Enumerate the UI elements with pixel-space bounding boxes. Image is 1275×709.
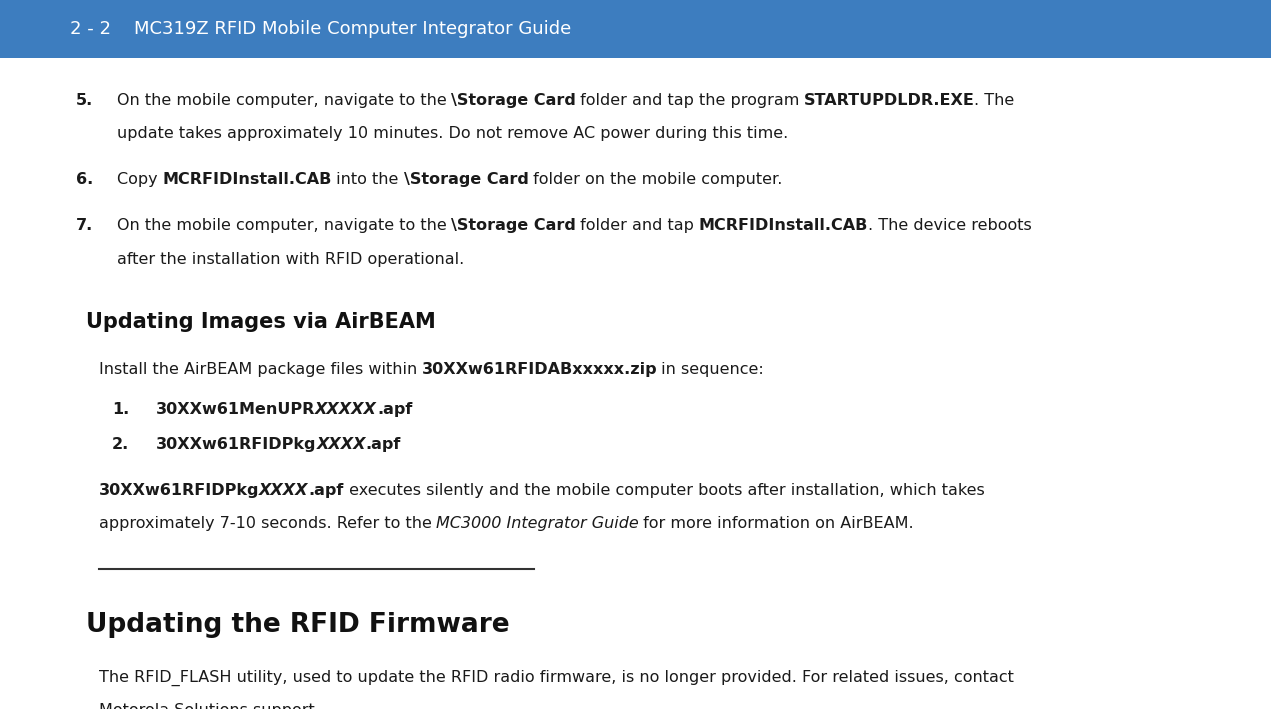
Text: The RFID_FLASH utility, used to update the RFID radio firmware, is no longer pro: The RFID_FLASH utility, used to update t… — [99, 670, 1014, 686]
Text: executes silently and the mobile computer boots after installation, which takes: executes silently and the mobile compute… — [344, 483, 984, 498]
Text: folder on the mobile computer.: folder on the mobile computer. — [528, 172, 783, 187]
Text: Motorola Solutions support.: Motorola Solutions support. — [99, 703, 320, 709]
Text: . The: . The — [974, 93, 1015, 108]
Text: \Storage Card: \Storage Card — [451, 93, 576, 108]
Text: MCRFIDInstall.CAB: MCRFIDInstall.CAB — [699, 218, 868, 233]
Text: for more information on AirBEAM.: for more information on AirBEAM. — [639, 516, 914, 532]
FancyBboxPatch shape — [0, 0, 1271, 57]
Text: Updating the RFID Firmware: Updating the RFID Firmware — [87, 613, 510, 638]
Text: MC3000 Integrator Guide: MC3000 Integrator Guide — [436, 516, 639, 532]
Text: 2.: 2. — [112, 437, 129, 452]
Text: Updating Images via AirBEAM: Updating Images via AirBEAM — [87, 312, 436, 333]
Text: 1.: 1. — [112, 402, 129, 417]
Text: XXXXX: XXXXX — [315, 402, 377, 417]
Text: after the installation with RFID operational.: after the installation with RFID operati… — [117, 252, 464, 267]
Text: 7.: 7. — [76, 218, 93, 233]
Text: .apf: .apf — [377, 402, 412, 417]
Text: 2 - 2    MC319Z RFID Mobile Computer Integrator Guide: 2 - 2 MC319Z RFID Mobile Computer Integr… — [70, 20, 571, 38]
Text: into the: into the — [332, 172, 404, 187]
Text: 30XXw61MenUPR: 30XXw61MenUPR — [157, 402, 316, 417]
Text: in sequence:: in sequence: — [657, 362, 764, 377]
Text: \Storage Card: \Storage Card — [451, 218, 576, 233]
Text: 5.: 5. — [76, 93, 93, 108]
Text: Copy: Copy — [117, 172, 163, 187]
Text: .apf: .apf — [309, 483, 344, 498]
Text: approximately 7-10 seconds. Refer to the: approximately 7-10 seconds. Refer to the — [99, 516, 437, 532]
Text: folder and tap the program: folder and tap the program — [575, 93, 805, 108]
Text: 30XXw61RFIDABxxxxx.zip: 30XXw61RFIDABxxxxx.zip — [422, 362, 657, 377]
Text: 30XXw61RFIDPkg: 30XXw61RFIDPkg — [157, 437, 317, 452]
Text: XXXX: XXXX — [259, 483, 309, 498]
Text: 30XXw61RFIDPkg: 30XXw61RFIDPkg — [99, 483, 260, 498]
Text: On the mobile computer, navigate to the: On the mobile computer, navigate to the — [117, 93, 451, 108]
Text: XXXX: XXXX — [316, 437, 366, 452]
Text: update takes approximately 10 minutes. Do not remove AC power during this time.: update takes approximately 10 minutes. D… — [117, 126, 788, 141]
Text: \Storage Card: \Storage Card — [404, 172, 529, 187]
Text: .apf: .apf — [366, 437, 402, 452]
Text: On the mobile computer, navigate to the: On the mobile computer, navigate to the — [117, 218, 451, 233]
Text: Install the AirBEAM package files within: Install the AirBEAM package files within — [99, 362, 422, 377]
Text: MCRFIDInstall.CAB: MCRFIDInstall.CAB — [162, 172, 332, 187]
Text: folder and tap: folder and tap — [575, 218, 699, 233]
Text: STARTUPDLDR.EXE: STARTUPDLDR.EXE — [805, 93, 975, 108]
Text: . The device reboots: . The device reboots — [868, 218, 1031, 233]
Text: 6.: 6. — [76, 172, 93, 187]
